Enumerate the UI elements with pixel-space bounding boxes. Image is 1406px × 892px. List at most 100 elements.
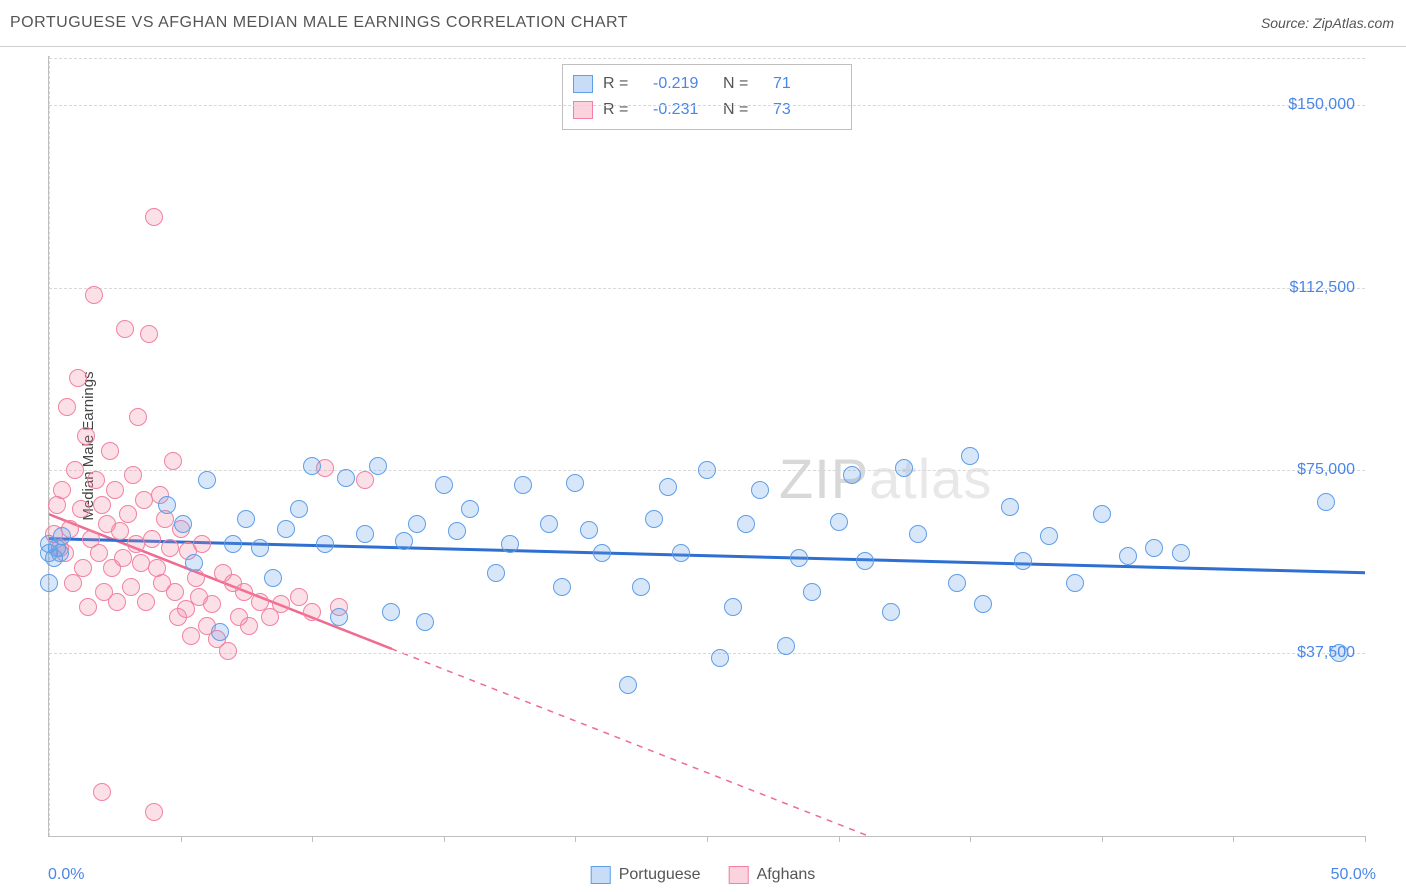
n-value: 71 <box>773 71 833 97</box>
data-point-portuguese <box>51 544 69 562</box>
data-point-portuguese <box>672 544 690 562</box>
trend-lines <box>49 56 1365 836</box>
data-point-afghans <box>219 642 237 660</box>
x-tick <box>1233 836 1234 842</box>
x-tick <box>1365 836 1366 842</box>
data-point-afghans <box>303 603 321 621</box>
r-label: R = <box>603 97 643 123</box>
data-point-afghans <box>143 530 161 548</box>
data-point-afghans <box>111 522 129 540</box>
correlation-stats-box: R = -0.219 N = 71 R = -0.231 N = 73 <box>562 64 852 130</box>
data-point-afghans <box>66 461 84 479</box>
gridline <box>49 653 1365 654</box>
data-point-afghans <box>193 535 211 553</box>
n-label: N = <box>723 97 763 123</box>
legend-item-afghans: Afghans <box>729 866 816 884</box>
data-point-portuguese <box>974 595 992 613</box>
chart-source: Source: ZipAtlas.com <box>1261 15 1394 31</box>
swatch-pink-icon <box>729 866 749 884</box>
legend-label: Portuguese <box>619 866 701 884</box>
data-point-portuguese <box>382 603 400 621</box>
chart-title: PORTUGUESE VS AFGHAN MEDIAN MALE EARNING… <box>10 14 628 32</box>
x-axis-max-label: 50.0% <box>1331 866 1376 884</box>
stats-row-afghans: R = -0.231 N = 73 <box>573 97 833 123</box>
data-point-portuguese <box>369 457 387 475</box>
data-point-portuguese <box>711 649 729 667</box>
data-point-portuguese <box>593 544 611 562</box>
x-axis-min-label: 0.0% <box>48 866 84 884</box>
data-point-afghans <box>90 544 108 562</box>
data-point-portuguese <box>1014 552 1032 570</box>
swatch-blue-icon <box>591 866 611 884</box>
data-point-afghans <box>137 593 155 611</box>
data-point-portuguese <box>553 578 571 596</box>
data-point-afghans <box>74 559 92 577</box>
data-point-portuguese <box>1093 505 1111 523</box>
x-tick <box>1102 836 1103 842</box>
data-point-portuguese <box>540 515 558 533</box>
legend-label: Afghans <box>757 866 816 884</box>
data-point-afghans <box>93 783 111 801</box>
gridline <box>49 105 1365 106</box>
data-point-afghans <box>290 588 308 606</box>
data-point-afghans <box>116 320 134 338</box>
n-value: 73 <box>773 97 833 123</box>
data-point-afghans <box>240 617 258 635</box>
data-point-portuguese <box>724 598 742 616</box>
data-point-afghans <box>114 549 132 567</box>
data-point-afghans <box>145 803 163 821</box>
data-point-portuguese <box>645 510 663 528</box>
n-label: N = <box>723 71 763 97</box>
data-point-portuguese <box>1145 539 1163 557</box>
data-point-afghans <box>58 398 76 416</box>
data-point-portuguese <box>356 525 374 543</box>
data-point-afghans <box>161 539 179 557</box>
data-point-portuguese <box>487 564 505 582</box>
data-point-afghans <box>93 496 111 514</box>
data-point-portuguese <box>619 676 637 694</box>
data-point-portuguese <box>461 500 479 518</box>
data-point-portuguese <box>303 457 321 475</box>
swatch-blue-icon <box>573 75 593 93</box>
data-point-portuguese <box>948 574 966 592</box>
stats-row-portuguese: R = -0.219 N = 71 <box>573 71 833 97</box>
y-tick-label: $112,500 <box>1289 279 1355 297</box>
data-point-portuguese <box>895 459 913 477</box>
data-point-portuguese <box>435 476 453 494</box>
swatch-pink-icon <box>573 101 593 119</box>
data-point-portuguese <box>185 554 203 572</box>
y-axis-line <box>49 56 50 836</box>
x-tick <box>181 836 182 842</box>
data-point-portuguese <box>251 539 269 557</box>
data-point-portuguese <box>53 527 71 545</box>
data-point-portuguese <box>408 515 426 533</box>
data-point-portuguese <box>337 469 355 487</box>
data-point-afghans <box>85 286 103 304</box>
data-point-afghans <box>272 595 290 613</box>
data-point-portuguese <box>448 522 466 540</box>
data-point-portuguese <box>290 500 308 518</box>
x-tick <box>575 836 576 842</box>
scatter-plot: R = -0.219 N = 71 R = -0.231 N = 73 ZIPa… <box>48 56 1365 837</box>
data-point-afghans <box>129 408 147 426</box>
data-point-portuguese <box>40 574 58 592</box>
data-point-portuguese <box>632 578 650 596</box>
data-point-portuguese <box>330 608 348 626</box>
data-point-portuguese <box>237 510 255 528</box>
gridline <box>49 288 1365 289</box>
data-point-afghans <box>140 325 158 343</box>
data-point-afghans <box>356 471 374 489</box>
data-point-afghans <box>69 369 87 387</box>
r-value: -0.219 <box>653 71 713 97</box>
data-point-portuguese <box>856 552 874 570</box>
legend-item-portuguese: Portuguese <box>591 866 701 884</box>
data-point-portuguese <box>1040 527 1058 545</box>
data-point-portuguese <box>566 474 584 492</box>
data-point-afghans <box>108 593 126 611</box>
data-point-portuguese <box>395 532 413 550</box>
data-point-portuguese <box>316 535 334 553</box>
data-point-portuguese <box>580 521 598 539</box>
data-point-portuguese <box>882 603 900 621</box>
data-point-afghans <box>53 481 71 499</box>
data-point-afghans <box>79 598 97 616</box>
